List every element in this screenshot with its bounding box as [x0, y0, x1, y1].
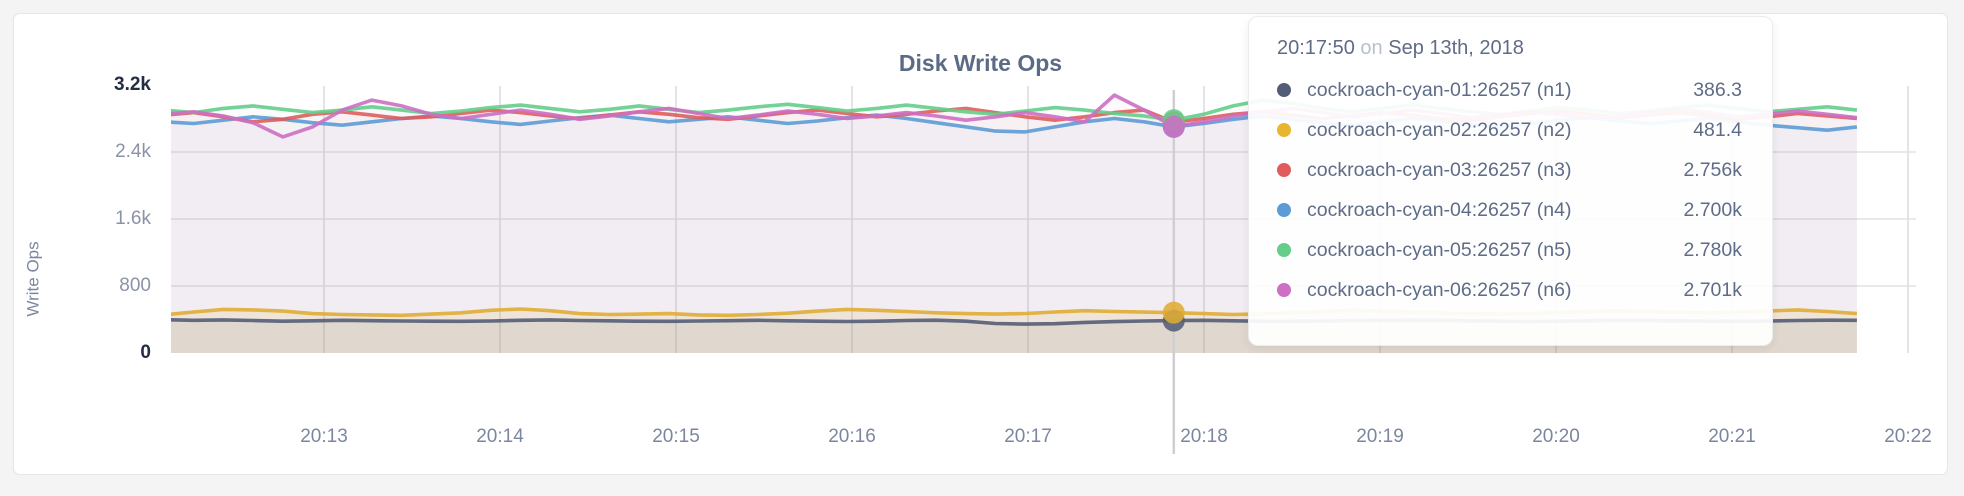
tooltip-series-row: cockroach-cyan-02:26257 (n2) 481.4 [1277, 110, 1742, 150]
x-axis-tick-label: 20:20 [1532, 426, 1580, 447]
x-axis-tick-label: 20:22 [1884, 426, 1932, 447]
series-value: 2.700k [1683, 198, 1742, 221]
series-label: cockroach-cyan-02:26257 (n2) [1307, 118, 1572, 141]
y-axis-tick-label: 1.6k [115, 208, 151, 229]
series-value: 386.3 [1693, 78, 1742, 101]
x-axis-tick-label: 20:13 [300, 426, 348, 447]
y-axis-tick-label: 800 [119, 275, 151, 296]
series-value: 2.756k [1683, 158, 1742, 181]
chart-card: Disk Write Ops Write Ops 0 800 1.6k 2.4k 3.2… [13, 13, 1948, 475]
series-label: cockroach-cyan-06:26257 (n6) [1307, 278, 1572, 301]
x-axis-tick-label: 20:19 [1356, 426, 1404, 447]
series-color-dot [1277, 83, 1291, 97]
series-color-dot [1277, 123, 1291, 137]
tooltip-series-row: cockroach-cyan-06:26257 (n6) 2.701k [1277, 270, 1742, 310]
tooltip-time: 20:17:50 [1277, 37, 1355, 59]
tooltip-series-row: cockroach-cyan-05:26257 (n5) 2.780k [1277, 230, 1742, 270]
y-axis-label: Write Ops [24, 241, 44, 317]
series-value: 481.4 [1693, 118, 1742, 141]
tooltip-date: Sep 13th, 2018 [1388, 37, 1524, 59]
tooltip-series-row: cockroach-cyan-04:26257 (n4) 2.700k [1277, 190, 1742, 230]
x-axis-tick-label: 20:14 [476, 426, 524, 447]
series-color-dot [1277, 203, 1291, 217]
series-label: cockroach-cyan-01:26257 (n1) [1307, 78, 1572, 101]
hover-point-dot [1162, 301, 1185, 324]
x-axis-tick-label: 20:15 [652, 426, 700, 447]
y-axis-tick-label: 0 [140, 342, 151, 363]
series-color-dot [1277, 243, 1291, 257]
x-axis-tick-label: 20:18 [1180, 426, 1228, 447]
series-label: cockroach-cyan-05:26257 (n5) [1307, 238, 1572, 261]
chart-title: Disk Write Ops [898, 50, 1063, 76]
tooltip-series-row: cockroach-cyan-01:26257 (n1) 386.3 [1277, 70, 1742, 110]
series-value: 2.780k [1683, 238, 1742, 261]
x-axis-tick-label: 20:16 [828, 426, 876, 447]
hover-point-dot [1162, 115, 1185, 138]
x-axis-tick-label: 20:21 [1708, 426, 1756, 447]
tooltip-timestamp: 20:17:50 on Sep 13th, 2018 [1277, 37, 1742, 60]
tooltip-series-row: cockroach-cyan-03:26257 (n3) 2.756k [1277, 150, 1742, 190]
series-color-dot [1277, 163, 1291, 177]
tooltip-on-word: on [1360, 37, 1383, 59]
series-label: cockroach-cyan-04:26257 (n4) [1307, 198, 1572, 221]
series-value: 2.701k [1683, 278, 1742, 301]
series-label: cockroach-cyan-03:26257 (n3) [1307, 158, 1572, 181]
y-axis-tick-label: 3.2k [114, 74, 151, 95]
tooltip-rows: cockroach-cyan-01:26257 (n1) 386.3 cockroa… [1277, 70, 1742, 310]
series-color-dot [1277, 283, 1291, 297]
x-axis-tick-label: 20:17 [1004, 426, 1052, 447]
y-axis-tick-label: 2.4k [115, 141, 151, 162]
hover-tooltip: 20:17:50 on Sep 13th, 2018 cockroach-cya… [1248, 16, 1773, 346]
